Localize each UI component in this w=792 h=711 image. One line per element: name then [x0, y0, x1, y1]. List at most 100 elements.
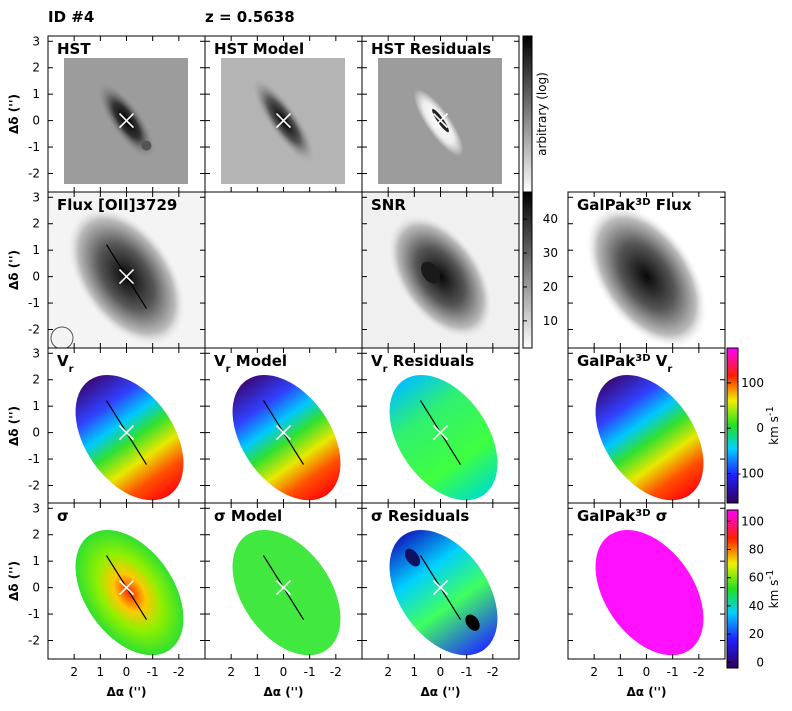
map-region — [404, 548, 421, 567]
panel-title: GalPak3D Vr — [577, 352, 672, 375]
colorbar-tick-label: 10 — [543, 314, 558, 328]
y-tick-label: 1 — [32, 87, 40, 101]
y-tick-label: 0 — [32, 270, 40, 284]
center-cross — [118, 580, 135, 596]
panel-title: HST — [57, 40, 91, 58]
x-tick-label: 0 — [437, 665, 445, 679]
colorbar — [726, 347, 739, 504]
x-axis-label: Δα ('') — [626, 685, 666, 699]
panel-image — [205, 36, 362, 192]
y-tick-label: 1 — [32, 243, 40, 257]
y-tick-label: -2 — [28, 322, 40, 336]
y-tick-label: 3 — [32, 346, 40, 360]
colorbar-label: km s-1 — [765, 570, 782, 609]
x-tick-label: -1 — [147, 665, 159, 679]
y-tick-label: 2 — [32, 373, 40, 387]
colorbar-label: km s-1 — [765, 406, 782, 445]
colorbar-tick-label: 0 — [756, 421, 764, 435]
y-tick-label: -1 — [28, 452, 40, 466]
map-region — [420, 261, 441, 284]
panel-title: σ Model — [214, 507, 282, 525]
y-tick-label: 0 — [32, 114, 40, 128]
colorbar-tick-label: 80 — [749, 543, 764, 557]
center-cross — [275, 113, 292, 129]
title-part: HST — [57, 40, 91, 58]
panel-image — [362, 348, 519, 504]
title-part: Model — [231, 352, 288, 370]
x-axis-label: Δα ('') — [263, 685, 303, 699]
title-part: σ — [214, 507, 226, 525]
image-feature — [141, 140, 152, 151]
x-tick-label: -1 — [667, 665, 679, 679]
panel-image — [205, 503, 362, 659]
title-part: V — [651, 352, 668, 370]
panel-image — [48, 36, 205, 192]
y-axis-label: Δδ ('') — [7, 250, 21, 290]
map-region — [386, 212, 495, 341]
panel-image — [362, 36, 519, 192]
colorbar-tick-label: 100 — [741, 514, 764, 528]
panel-image — [568, 192, 725, 348]
map-region — [585, 204, 708, 348]
x-tick-label: 1 — [254, 665, 262, 679]
redshift: z = 0.5638 — [205, 8, 295, 26]
x-tick-label: 1 — [97, 665, 105, 679]
y-tick-label: 2 — [32, 528, 40, 542]
colorbar-tick-label: 100 — [741, 376, 764, 390]
title-part: GalPak — [577, 507, 636, 525]
y-tick-label: -2 — [28, 633, 40, 647]
colorbar-tick-label: 30 — [543, 246, 558, 260]
map-region — [465, 614, 480, 631]
title-part: km s — [767, 580, 781, 609]
x-tick-label: 0 — [123, 665, 131, 679]
y-tick-label: 2 — [32, 61, 40, 75]
center-cross — [432, 113, 449, 129]
title-part: Residuals — [383, 507, 470, 525]
title-part: r — [667, 364, 672, 375]
x-tick-label: 0 — [280, 665, 288, 679]
x-tick-label: 2 — [384, 665, 392, 679]
y-tick-label: 1 — [32, 554, 40, 568]
title-part: V — [371, 352, 383, 370]
panel-title: GalPak3D σ — [577, 507, 667, 525]
y-tick-label: -1 — [28, 140, 40, 154]
title-part: 3D — [635, 197, 650, 208]
y-tick-label: -1 — [28, 296, 40, 310]
colorbar-tick-label: 40 — [749, 599, 764, 613]
title-part: Model — [226, 507, 283, 525]
center-cross — [275, 425, 292, 441]
y-tick-label: -1 — [28, 607, 40, 621]
title-part: HST Model — [214, 40, 304, 58]
title-part: Residuals — [388, 352, 475, 370]
x-tick-label: -2 — [693, 665, 705, 679]
title-part: Flux — [651, 196, 692, 214]
colorbar-tick-label: 40 — [543, 212, 558, 226]
title-part: r — [226, 364, 231, 375]
title-part: σ — [57, 507, 69, 525]
title-part: arbitrary (log) — [535, 72, 549, 156]
panel-title: Vr — [57, 352, 74, 375]
y-tick-label: 3 — [32, 501, 40, 515]
map-region — [595, 374, 704, 501]
panel-title: GalPak3D Flux — [577, 196, 692, 214]
center-cross — [118, 425, 135, 441]
panel-image — [568, 503, 725, 659]
panel-title: Vr Model — [214, 352, 287, 375]
center-cross — [432, 580, 449, 596]
y-tick-label: -2 — [28, 478, 40, 492]
colorbar-tick-label: 20 — [749, 627, 764, 641]
panel-image — [48, 503, 205, 659]
x-tick-label: 2 — [227, 665, 235, 679]
y-tick-label: 0 — [32, 581, 40, 595]
y-axis-label: Δδ ('') — [7, 94, 21, 134]
panel-image — [362, 503, 519, 659]
x-axis-label: Δα ('') — [106, 685, 146, 699]
panel-image — [568, 348, 725, 504]
title-part: -1 — [765, 570, 776, 580]
center-cross — [118, 113, 135, 129]
title-part: r — [69, 364, 74, 375]
panel-title: σ — [57, 507, 69, 525]
center-cross — [432, 425, 449, 441]
y-axis-label: Δδ ('') — [7, 561, 21, 601]
colorbar — [726, 509, 739, 669]
